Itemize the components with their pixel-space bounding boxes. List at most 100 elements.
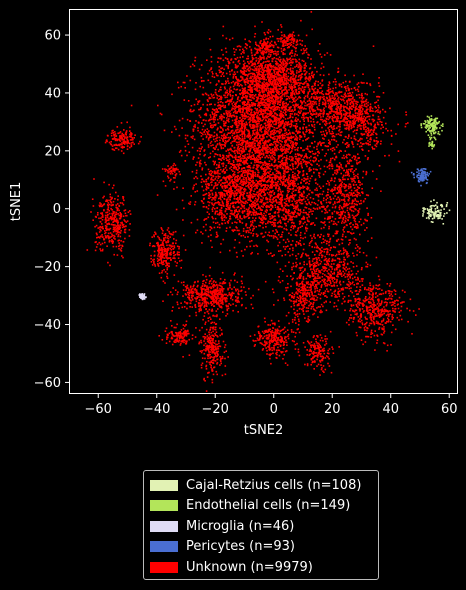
data-point <box>242 115 245 117</box>
data-point <box>236 82 239 84</box>
data-point <box>247 165 250 167</box>
data-point <box>297 189 300 191</box>
data-point <box>219 106 222 109</box>
data-point <box>311 72 313 74</box>
data-point <box>233 47 235 50</box>
data-point <box>295 47 297 49</box>
data-point <box>250 194 252 196</box>
data-point <box>277 160 280 163</box>
data-point <box>223 144 226 146</box>
data-point <box>272 200 275 203</box>
data-point <box>257 103 260 105</box>
data-point <box>281 45 284 47</box>
data-point <box>258 95 261 97</box>
data-point <box>261 84 263 87</box>
data-point <box>290 120 292 122</box>
data-point <box>259 58 261 61</box>
data-point <box>257 212 260 215</box>
data-point <box>210 239 212 242</box>
data-point <box>286 178 288 180</box>
data-point <box>281 67 284 70</box>
data-point <box>242 141 244 144</box>
data-point <box>297 106 300 109</box>
data-point <box>271 255 274 257</box>
data-point <box>268 53 270 55</box>
data-point <box>280 65 283 68</box>
data-point <box>227 60 230 63</box>
data-point <box>266 124 268 127</box>
data-point <box>275 95 278 98</box>
data-point <box>261 77 264 79</box>
data-point <box>281 122 283 125</box>
data-point <box>306 82 308 85</box>
data-point <box>241 92 243 94</box>
data-point <box>284 77 287 80</box>
data-point <box>243 180 245 183</box>
data-point <box>243 178 245 181</box>
data-point <box>269 72 271 75</box>
data-point <box>220 126 222 129</box>
data-point <box>194 201 197 203</box>
data-point <box>223 197 225 200</box>
data-point <box>198 147 201 150</box>
data-point <box>286 157 289 160</box>
data-point <box>265 168 268 170</box>
data-point <box>236 256 238 258</box>
data-point <box>259 55 261 58</box>
data-point <box>263 67 266 69</box>
data-point <box>240 250 243 252</box>
data-point <box>247 79 249 82</box>
data-point <box>257 117 259 120</box>
data-point <box>264 141 266 143</box>
data-point <box>242 210 244 213</box>
data-point <box>302 173 305 175</box>
data-point <box>273 149 276 152</box>
data-point <box>302 127 304 130</box>
data-point <box>213 124 215 126</box>
data-point <box>283 148 285 150</box>
data-point <box>290 124 293 126</box>
data-point <box>299 106 302 108</box>
data-point <box>273 117 275 119</box>
data-point <box>274 165 276 167</box>
data-point <box>314 97 317 100</box>
data-point <box>216 134 218 137</box>
data-point <box>299 107 301 110</box>
data-point <box>263 144 265 147</box>
data-point <box>251 68 254 71</box>
data-point <box>231 37 234 40</box>
data-point <box>254 41 257 44</box>
data-point <box>241 125 243 127</box>
data-point <box>284 118 287 120</box>
data-point <box>211 192 214 195</box>
data-point <box>205 112 207 115</box>
data-point <box>272 156 275 159</box>
data-point <box>292 67 294 70</box>
data-point <box>247 217 250 219</box>
data-point <box>252 72 254 75</box>
data-point <box>190 136 193 138</box>
data-point <box>223 172 226 174</box>
data-point <box>225 72 228 75</box>
data-point <box>227 154 230 157</box>
data-point <box>209 156 211 158</box>
data-point <box>218 142 221 144</box>
data-point <box>219 209 221 211</box>
data-point <box>322 199 325 202</box>
data-point <box>292 165 294 168</box>
data-point <box>282 81 285 83</box>
data-point <box>265 61 267 63</box>
data-point <box>316 163 318 165</box>
data-point <box>276 67 278 69</box>
data-point <box>280 26 283 28</box>
data-point <box>243 192 246 195</box>
data-point <box>265 83 268 86</box>
data-point <box>229 86 232 88</box>
data-point <box>265 102 267 104</box>
data-point <box>275 93 277 96</box>
data-point <box>267 123 270 125</box>
data-point <box>250 68 252 70</box>
data-point <box>214 118 216 121</box>
data-point <box>208 157 210 159</box>
data-point <box>302 48 305 50</box>
